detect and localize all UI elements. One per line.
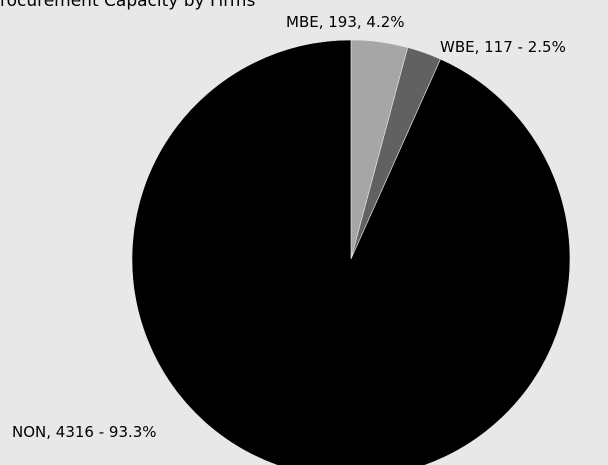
pie-slices	[131, 39, 571, 465]
pie-slice-non	[131, 39, 571, 465]
slice-label-mbe: MBE, 193, 4.2%	[286, 13, 405, 31]
slice-label-non: NON, 4316 - 93.3%	[12, 423, 157, 441]
slice-label-wbe: WBE, 117 - 2.5%	[440, 38, 566, 56]
chart-title: Procurement Capacity by Firms	[0, 0, 256, 11]
